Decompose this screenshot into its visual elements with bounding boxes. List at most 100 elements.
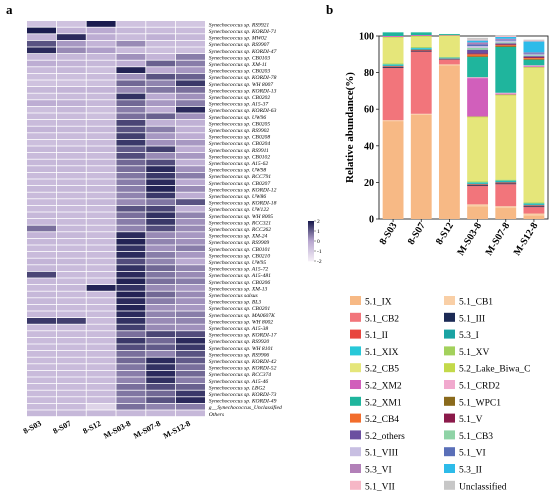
heatmap-cell bbox=[176, 139, 205, 146]
heatmap-cell bbox=[146, 403, 176, 410]
bar-segment bbox=[438, 57, 460, 59]
heatmap-cell bbox=[146, 54, 176, 60]
heatmap-row-label: Synechococcus sp. KORDI-78 bbox=[209, 75, 277, 81]
plot-frame bbox=[378, 35, 549, 220]
heatmap-cell bbox=[56, 179, 86, 186]
heatmap-cell bbox=[56, 60, 86, 67]
bar-segment bbox=[467, 37, 489, 40]
legend-label: 5.1_CRD2 bbox=[459, 382, 500, 392]
heatmap-cell bbox=[116, 186, 146, 192]
heatmap-row-label: Synechococcus sp. RCC262 bbox=[209, 227, 271, 233]
heatmap-cell bbox=[27, 265, 56, 271]
heatmap-cell bbox=[176, 126, 205, 133]
heatmap-row-label: Synechococcus sp. KORDI-12 bbox=[209, 187, 277, 193]
heatmap-cell bbox=[146, 245, 176, 252]
bar-segment bbox=[438, 34, 460, 36]
heatmap-cell bbox=[56, 120, 86, 126]
heatmap-cell bbox=[27, 93, 56, 100]
heatmap-cell bbox=[176, 331, 205, 337]
heatmap-column-label: M-S07-8 bbox=[132, 419, 162, 441]
bar-segment bbox=[495, 92, 517, 94]
bar-segment bbox=[523, 207, 545, 214]
colorbar-segment bbox=[308, 232, 314, 234]
heatmap-cell bbox=[86, 324, 116, 331]
heatmap-cell bbox=[86, 357, 116, 364]
heatmap-row-label: Synechococcus sp. KORDI-18 bbox=[209, 201, 277, 207]
heatmap-cell bbox=[86, 311, 116, 318]
heatmap-cell bbox=[56, 146, 86, 153]
colorbar-segment bbox=[308, 239, 314, 241]
heatmap-cell bbox=[146, 324, 176, 331]
legend-swatch bbox=[444, 296, 455, 305]
heatmap-row-label: Synechococcus sp. RS9909 bbox=[209, 240, 270, 246]
heatmap-cell bbox=[146, 120, 176, 126]
legend-swatch bbox=[350, 312, 361, 322]
heatmap-cell bbox=[176, 344, 205, 351]
bar-segment bbox=[523, 41, 545, 53]
heatmap-cell bbox=[27, 357, 56, 364]
legend-label: 5.1_VII bbox=[365, 482, 395, 492]
heatmap-row-label: Synechococcus sp. RS9920 bbox=[209, 339, 270, 345]
heatmap-cell bbox=[86, 232, 116, 238]
legend-label: 5.1_III bbox=[459, 314, 485, 324]
heatmap-cell bbox=[116, 390, 146, 397]
colorbar-segment bbox=[308, 247, 314, 249]
x-tick-label: 8-S07 bbox=[406, 221, 428, 247]
heatmap-cell bbox=[56, 245, 86, 252]
bar-segment bbox=[495, 46, 517, 93]
heatmap-cell bbox=[176, 377, 205, 384]
heatmap-cell bbox=[146, 410, 176, 417]
heatmap-cell bbox=[146, 139, 176, 146]
heatmap-cell bbox=[146, 364, 176, 370]
colorbar-segment bbox=[308, 223, 314, 225]
heatmap-row-label: Synechococcus sp. BL3 bbox=[209, 300, 262, 306]
y-tick-label: 100 bbox=[359, 32, 374, 43]
bar-segment bbox=[438, 58, 460, 60]
bar-segment bbox=[495, 93, 517, 95]
heatmap-cell bbox=[86, 397, 116, 403]
colorbar-tick-label: -1 bbox=[317, 249, 322, 255]
bar-segment bbox=[495, 40, 517, 43]
legend-swatch bbox=[350, 430, 361, 440]
heatmap-row-label: Synechococcus sp. CB0210 bbox=[209, 253, 271, 259]
heatmap-cell bbox=[176, 225, 205, 232]
heatmap-cell bbox=[27, 100, 56, 106]
heatmap-cell bbox=[56, 318, 86, 324]
bar-segment bbox=[523, 52, 545, 54]
heatmap-cell bbox=[86, 205, 116, 212]
heatmap-cell bbox=[146, 100, 176, 106]
heatmap-cell bbox=[146, 390, 176, 397]
x-tick-label: M-S03-8 bbox=[455, 221, 484, 258]
heatmap-cell bbox=[176, 390, 205, 397]
heatmap-cell bbox=[116, 304, 146, 311]
heatmap-cell bbox=[176, 60, 205, 67]
colorbar-segment bbox=[308, 230, 314, 232]
bar-segment bbox=[495, 94, 517, 96]
heatmap-cell bbox=[86, 67, 116, 73]
heatmap-cell bbox=[86, 238, 116, 245]
colorbar-segment bbox=[308, 226, 314, 228]
heatmap-cell bbox=[56, 291, 86, 298]
heatmap-cell bbox=[116, 311, 146, 318]
bar-segment bbox=[438, 36, 460, 58]
heatmap-row-label: Synechococcus sp. CB0206 bbox=[209, 280, 271, 286]
colorbar-segment bbox=[308, 246, 314, 248]
heatmap-cell bbox=[86, 192, 116, 199]
heatmap-cell bbox=[146, 159, 176, 166]
heatmap-cell bbox=[116, 47, 146, 54]
heatmap-cell bbox=[27, 291, 56, 298]
heatmap-cell bbox=[27, 205, 56, 212]
heatmap-cell bbox=[116, 126, 146, 133]
heatmap-row-label: Synechococcus sp. MA0607K bbox=[209, 313, 275, 319]
heatmap-cell bbox=[27, 146, 56, 153]
bar-segment bbox=[495, 45, 517, 47]
heatmap-cell bbox=[27, 390, 56, 397]
x-tick-label: 8-S12 bbox=[434, 221, 456, 247]
heatmap-cell bbox=[176, 245, 205, 252]
panel-a-label: a bbox=[6, 2, 13, 17]
heatmap-cell bbox=[86, 179, 116, 186]
bar-segment bbox=[523, 59, 545, 66]
heatmap-cell bbox=[116, 351, 146, 357]
legend-swatch bbox=[444, 329, 455, 339]
